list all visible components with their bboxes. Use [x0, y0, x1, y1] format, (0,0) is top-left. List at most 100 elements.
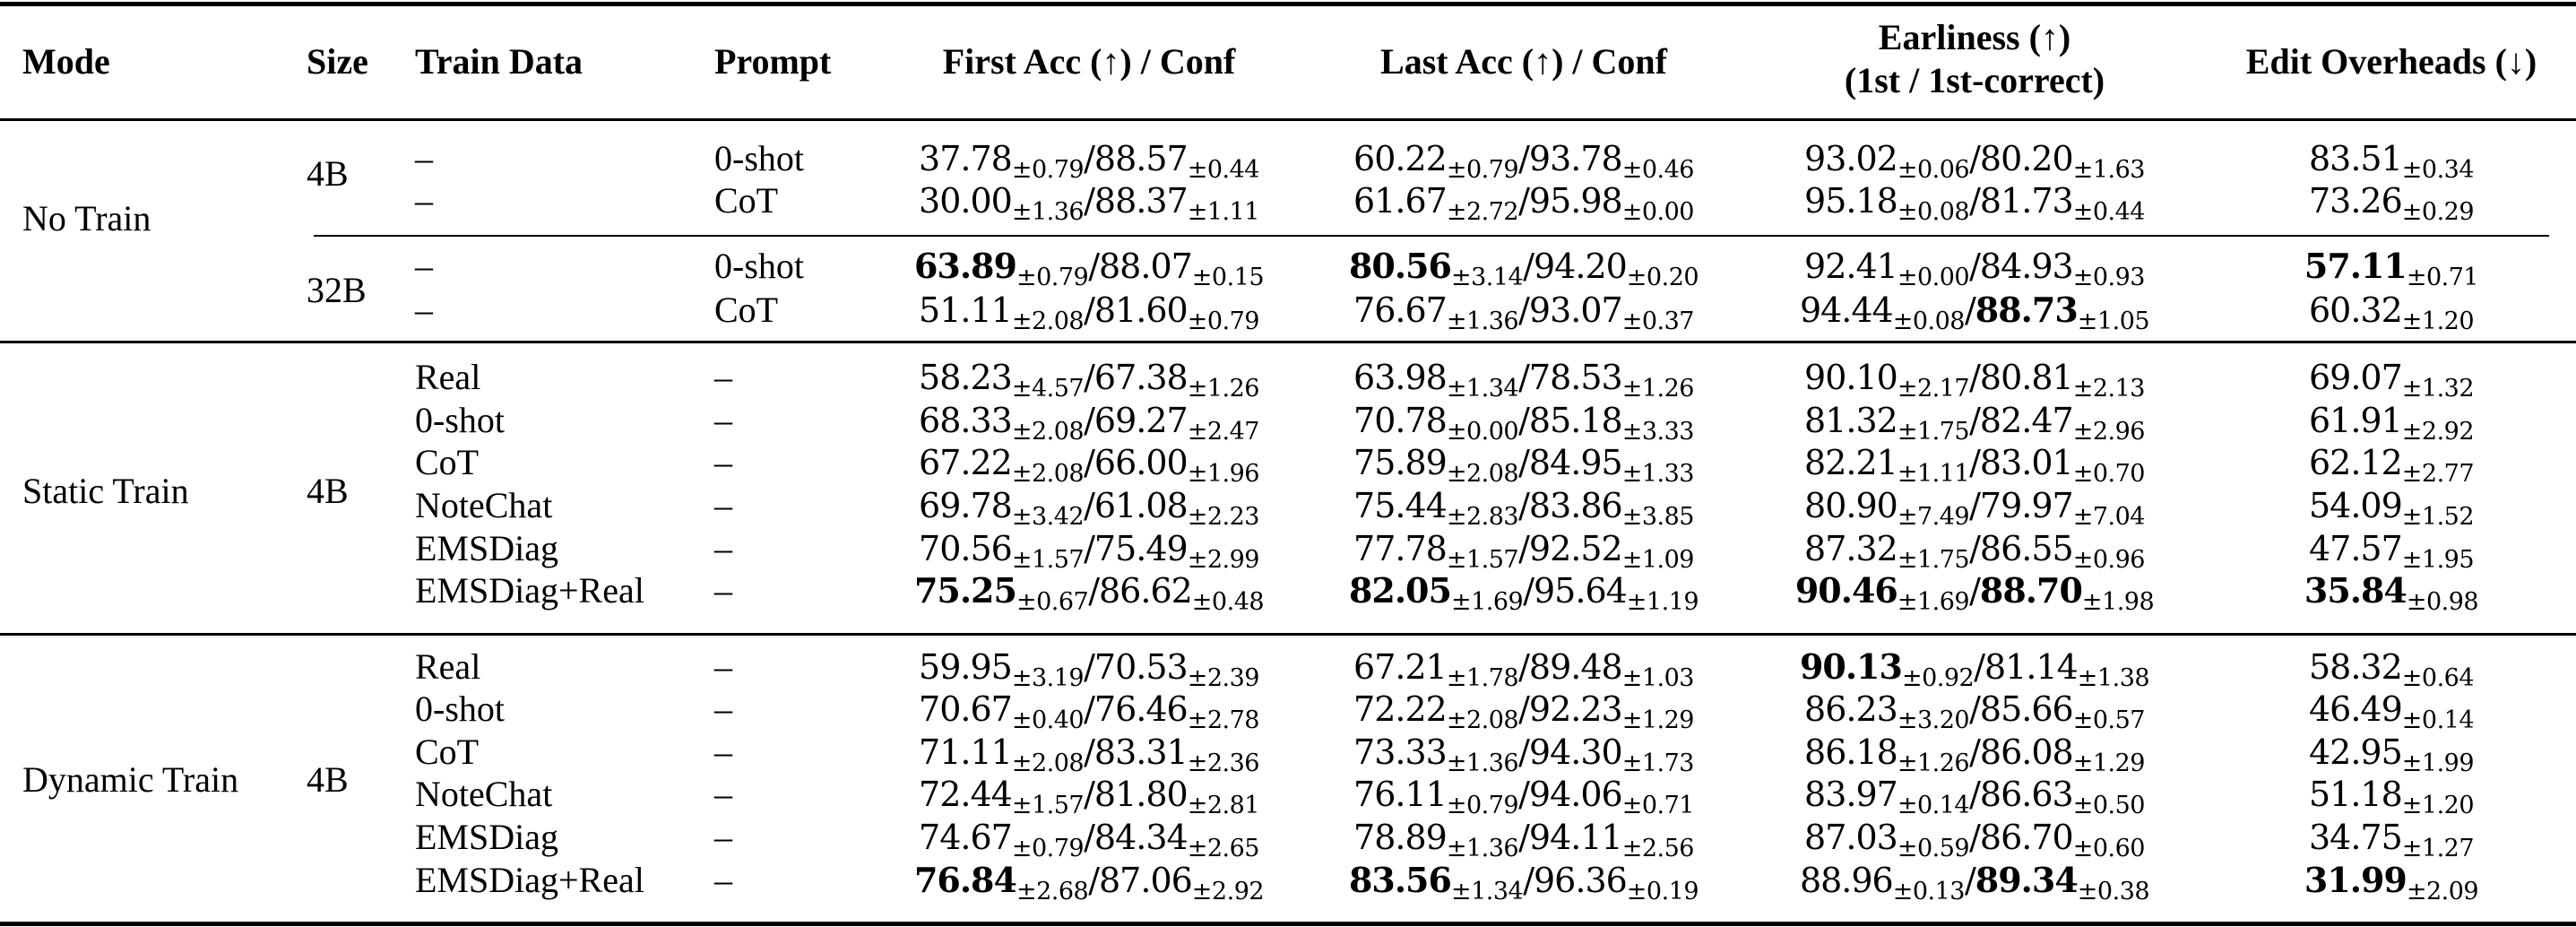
separator-slash: /: [1084, 647, 1095, 687]
earliness-1st-correct: 81.73±0.44: [1980, 181, 2146, 226]
earliness-1st-correct-std: ±1.63: [2072, 156, 2146, 184]
edit-overheads-std: ±0.14: [2401, 706, 2475, 734]
earliness-cell: 90.13±0.92/81.14±1.38: [1800, 645, 2150, 700]
last-acc-conf-cell: 67.21±1.78/89.48±1.03: [1353, 645, 1694, 700]
separator-slash: /: [1969, 818, 1981, 857]
first-acc-conf-cell: 63.89±0.79/88.07±0.15: [913, 245, 1265, 299]
last-conf-value: 84.95: [1528, 443, 1623, 482]
train-data-cell: –: [415, 138, 433, 178]
first-acc: 70.67±0.40: [919, 689, 1085, 734]
edit-overheads-cell: 46.49±0.14: [2308, 688, 2475, 742]
earliness-1st-std: ±0.08: [1892, 308, 1966, 335]
first-conf-value: 81.80: [1094, 775, 1189, 814]
last-conf-std: ±3.33: [1621, 418, 1695, 446]
train-data-cell: EMSDiag+Real: [415, 570, 644, 611]
earliness-cell: 87.03±0.59/86.70±0.60: [1804, 816, 2145, 871]
first-conf-value: 83.31: [1094, 732, 1189, 772]
first-acc-conf-cell: 70.56±1.57/75.49±2.99: [919, 527, 1259, 582]
first-conf-value: 76.46: [1094, 689, 1189, 729]
edit-overheads: 60.32±1.20: [2309, 290, 2475, 335]
first-acc-std: ±2.08: [1011, 308, 1085, 335]
edit-overheads-std: ±1.99: [2401, 749, 2475, 777]
first-conf-std: ±2.78: [1187, 706, 1260, 734]
first-acc: 37.78±0.79: [919, 139, 1085, 184]
first-acc-conf-cell: 30.00±1.36/88.37±1.11: [919, 179, 1259, 234]
edit-overheads-std: ±0.98: [2406, 588, 2479, 616]
earliness-1st-correct-std: ±2.13: [2072, 375, 2146, 403]
first-acc-std: ±0.79: [1011, 835, 1085, 862]
edit-overheads-std: ±2.09: [2406, 878, 2479, 905]
earliness-1st: 92.41±0.00: [1804, 247, 1970, 291]
earliness-cell: 82.21±1.11/83.01±0.70: [1804, 441, 2145, 496]
last-conf-value: 94.20: [1534, 247, 1628, 286]
earliness-1st-correct-value: 89.34: [1975, 860, 2079, 900]
last-conf: 94.06±0.71: [1528, 775, 1695, 819]
earliness-1st-correct-value: 86.63: [1979, 775, 2074, 814]
first-conf-value: 86.62: [1099, 571, 1193, 611]
last-conf: 96.36±0.19: [1534, 861, 1699, 905]
group-size-32b: 32B: [307, 270, 367, 310]
prompt-cell: –: [714, 646, 732, 687]
first-acc-conf-cell: 71.11±2.08/83.31±2.36: [919, 731, 1259, 785]
separator-slash: /: [1518, 529, 1530, 568]
train-data-cell: NoteChat: [415, 485, 553, 525]
earliness-1st: 90.46±1.69: [1795, 570, 1970, 616]
last-acc-value: 73.33: [1353, 732, 1448, 772]
first-conf: 81.80±2.81: [1094, 775, 1260, 819]
earliness-1st: 95.18±0.08: [1804, 181, 1970, 226]
header-prompt: Prompt: [714, 41, 832, 82]
earliness-1st-correct: 86.08±1.29: [1980, 732, 2146, 777]
last-conf-std: ±0.19: [1626, 878, 1699, 905]
first-acc-conf-cell: 70.67±0.40/76.46±2.78: [919, 688, 1259, 742]
edit-overheads-cell: 34.75±1.27: [2309, 816, 2475, 871]
first-conf-std: ±2.65: [1187, 835, 1260, 862]
earliness-1st-correct-std: ±2.96: [2072, 418, 2146, 446]
earliness-1st-std: ±1.26: [1897, 749, 1970, 777]
first-conf: 87.06±2.92: [1099, 861, 1265, 905]
first-conf: 76.46±2.78: [1094, 689, 1260, 734]
edit-overheads-value: 61.91: [2308, 401, 2403, 440]
first-conf-value: 69.27: [1094, 401, 1189, 440]
earliness-1st-correct: 80.20±1.63: [1980, 139, 2146, 184]
earliness-1st-correct-std: ±1.29: [2072, 749, 2146, 777]
last-acc-conf-cell: 83.56±1.34/96.36±0.19: [1349, 859, 1699, 914]
prompt-cell: –: [714, 400, 732, 440]
earliness-1st-correct: 88.70±1.98: [1980, 570, 2155, 616]
edit-overheads-cell: 47.57±1.95: [2309, 527, 2475, 582]
earliness-1st-correct-std: ±0.44: [2072, 198, 2146, 226]
first-acc-value: 63.89: [913, 246, 1017, 286]
earliness-cell: 86.23±3.20/85.66±0.57: [1804, 688, 2145, 742]
first-acc: 67.22±2.08: [919, 443, 1085, 488]
edit-overheads: 83.51±0.34: [2309, 139, 2475, 184]
separator-slash: /: [1969, 181, 1981, 221]
edit-overheads: 34.75±1.27: [2309, 818, 2475, 862]
earliness-1st-std: ±0.14: [1897, 792, 1970, 819]
earliness-1st-correct-std: ±0.70: [2072, 460, 2146, 488]
earliness-cell: 92.41±0.00/84.93±0.93: [1804, 245, 2145, 299]
edit-overheads-value: 46.49: [2308, 689, 2403, 729]
first-acc-std: ±2.08: [1011, 460, 1085, 488]
first-conf-std: ±2.99: [1187, 546, 1260, 574]
first-conf-value: 88.57: [1094, 139, 1189, 178]
first-acc-value: 70.67: [919, 689, 1013, 729]
train-data-cell: CoT: [415, 732, 480, 772]
first-acc-conf-cell: 51.11±2.08/81.60±0.79: [919, 289, 1259, 343]
edit-overheads-value: 62.12: [2308, 443, 2403, 482]
earliness-1st-std: ±3.20: [1897, 706, 1970, 734]
last-conf: 89.48±1.03: [1529, 647, 1695, 692]
last-acc: 75.44±2.83: [1353, 486, 1519, 531]
earliness-1st-std: ±0.92: [1901, 664, 1975, 692]
edit-overheads: 46.49±0.14: [2308, 689, 2475, 734]
prompt-cell: –: [714, 817, 732, 857]
last-conf-std: ±0.71: [1621, 792, 1695, 819]
edit-overheads-cell: 61.91±2.92: [2308, 399, 2475, 454]
prompt-cell: –: [714, 485, 732, 525]
last-acc-value: 60.22: [1353, 139, 1448, 178]
last-conf-value: 94.06: [1528, 775, 1623, 814]
earliness-1st-correct-value: 84.93: [1979, 247, 2074, 286]
last-acc-value: 76.11: [1353, 775, 1448, 814]
edit-overheads-cell: 62.12±2.77: [2308, 441, 2475, 496]
edit-overheads-cell: 31.99±2.09: [2304, 859, 2479, 914]
earliness-1st-correct-value: 80.81: [1979, 358, 2074, 397]
first-acc-value: 70.56: [919, 529, 1013, 568]
